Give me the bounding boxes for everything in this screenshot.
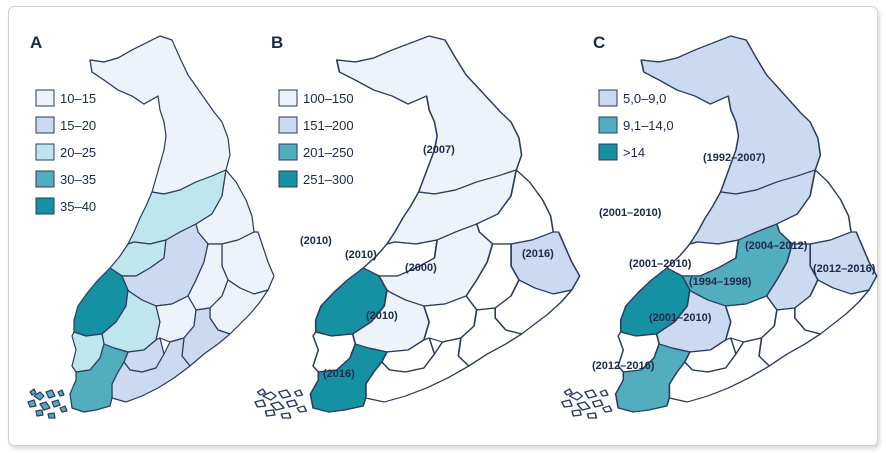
panel-b-labels: (2007) (2010) (2010) (2000) (2016) (2010… (300, 144, 554, 380)
c-label-8: (2012–2016) (592, 360, 655, 372)
legend-b-label-4: 251–300 (303, 172, 354, 187)
b-label-7: (2016) (323, 368, 355, 380)
panel-a-legend: 10–15 15–20 20–25 30–35 35–40 (35, 89, 96, 215)
legend-a-label-5: 35–40 (60, 199, 96, 214)
panel-c-labels: (1992–2007) (2001–2010) (2001–2010) (199… (592, 152, 876, 372)
panel-b-legend: 100–150 151–200 201–250 251–300 (278, 89, 354, 188)
legend-a-swatch-1 (35, 89, 55, 107)
b-region-aland (254, 388, 308, 419)
b-region-lapland (336, 35, 523, 195)
c-label-6: (2012–2016) (813, 263, 876, 275)
c-label-3: (2001–2010) (629, 258, 692, 270)
legend-c-swatch-1 (598, 89, 618, 107)
region-aland (27, 388, 68, 419)
b-label-1: (2007) (423, 144, 455, 156)
legend-a-label-2: 15–20 (60, 118, 96, 133)
legend-c-label-2: 9,1–14,0 (623, 118, 674, 133)
panel-c: C 5,0–9,0 9,1–14,0 > (561, 33, 878, 419)
legend-c-swatch-2 (598, 116, 618, 134)
b-label-3: (2010) (345, 249, 377, 261)
legend-b-label-2: 151–200 (303, 118, 354, 133)
legend-b-label-3: 201–250 (303, 145, 354, 160)
panel-c-legend: 5,0–9,0 9,1–14,0 >14 (598, 89, 674, 161)
region-lapland (89, 35, 231, 195)
legend-a-label-3: 20–25 (60, 145, 96, 160)
legend-b-swatch-1 (278, 89, 298, 107)
legend-a-label-4: 30–35 (60, 172, 96, 187)
legend-c-label-3: >14 (623, 145, 645, 160)
legend-a-swatch-4 (35, 170, 55, 188)
panel-b: B 100–150 151–200 20 (254, 33, 581, 419)
panel-c-letter: C (593, 33, 605, 52)
legend-b-swatch-3 (278, 143, 298, 161)
legend-c-label-1: 5,0–9,0 (623, 91, 666, 106)
legend-a-label-1: 10–15 (60, 91, 96, 106)
c-label-7: (2001–2010) (649, 312, 712, 324)
legend-a-swatch-3 (35, 143, 55, 161)
c-label-4: (1994–1998) (689, 276, 752, 288)
legend-a-swatch-5 (35, 197, 55, 215)
c-label-1: (1992–2007) (703, 152, 766, 164)
b-label-4: (2000) (405, 262, 437, 274)
c-region-lapland (640, 35, 822, 195)
b-label-2: (2010) (300, 235, 332, 247)
legend-b-swatch-4 (278, 170, 298, 188)
legend-b-label-1: 100–150 (303, 91, 354, 106)
c-label-5: (2004–2012) (745, 240, 808, 252)
legend-c-swatch-3 (598, 143, 618, 161)
legend-b-swatch-2 (278, 116, 298, 134)
b-label-5: (2016) (522, 248, 554, 260)
legend-a-swatch-2 (35, 116, 55, 134)
c-label-2: (2001–2010) (599, 207, 662, 219)
panel-a: A 10–15 15–20 20–25 (27, 33, 275, 419)
b-label-6: (2010) (366, 310, 398, 322)
panel-b-letter: B (271, 33, 283, 52)
panel-a-letter: A (30, 33, 42, 52)
c-region-aland (561, 388, 613, 419)
